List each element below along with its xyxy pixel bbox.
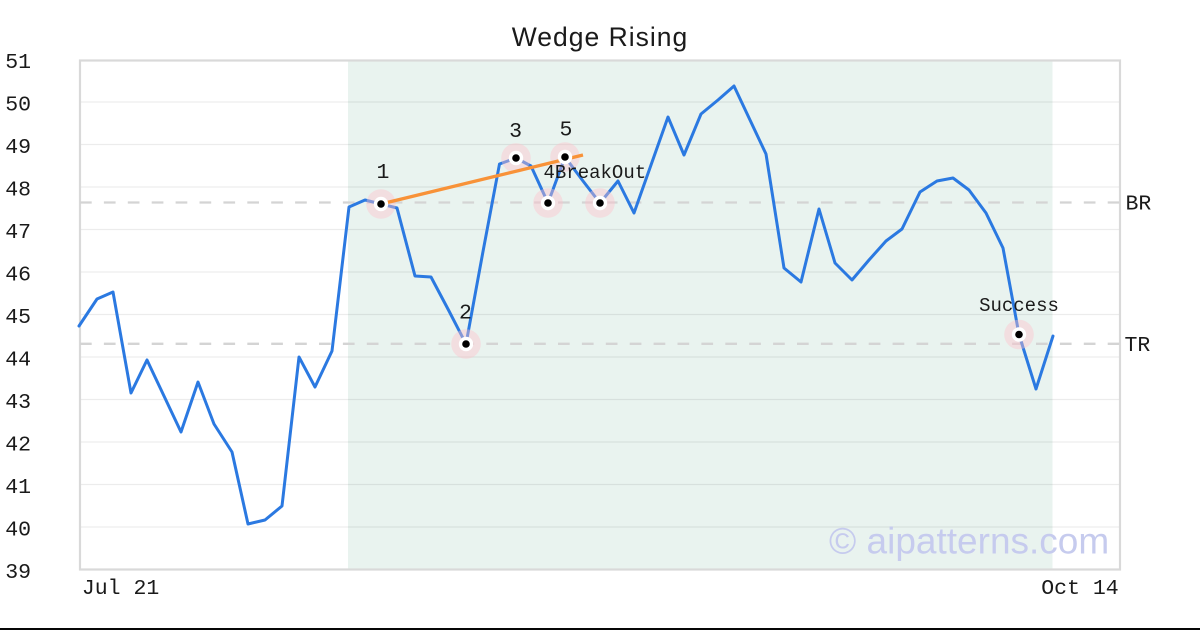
svg-text:47: 47 [5,221,31,245]
svg-text:39: 39 [5,561,31,585]
svg-text:3: 3 [509,120,522,144]
svg-text:Wedge Rising: Wedge Rising [512,22,689,52]
svg-text:Oct 14: Oct 14 [1041,577,1118,601]
svg-text:43: 43 [5,391,31,415]
svg-text:42: 42 [5,434,31,458]
svg-text:2: 2 [459,302,472,326]
svg-text:44: 44 [5,349,31,373]
svg-text:46: 46 [5,264,31,288]
svg-text:40: 40 [5,519,31,543]
svg-text:TR: TR [1125,334,1151,358]
svg-text:51: 51 [5,51,31,75]
svg-text:4BreakOut: 4BreakOut [544,162,647,184]
svg-text:45: 45 [5,306,31,330]
svg-text:Success: Success [979,295,1059,317]
svg-text:49: 49 [5,136,31,160]
svg-text:Jul 21: Jul 21 [82,577,159,601]
svg-text:1: 1 [377,161,390,185]
svg-text:48: 48 [5,179,31,203]
svg-text:5: 5 [560,119,573,143]
svg-text:41: 41 [5,476,31,500]
svg-text:© aipatterns.com: © aipatterns.com [829,521,1109,562]
svg-text:50: 50 [5,94,31,118]
svg-text:BR: BR [1126,193,1152,217]
